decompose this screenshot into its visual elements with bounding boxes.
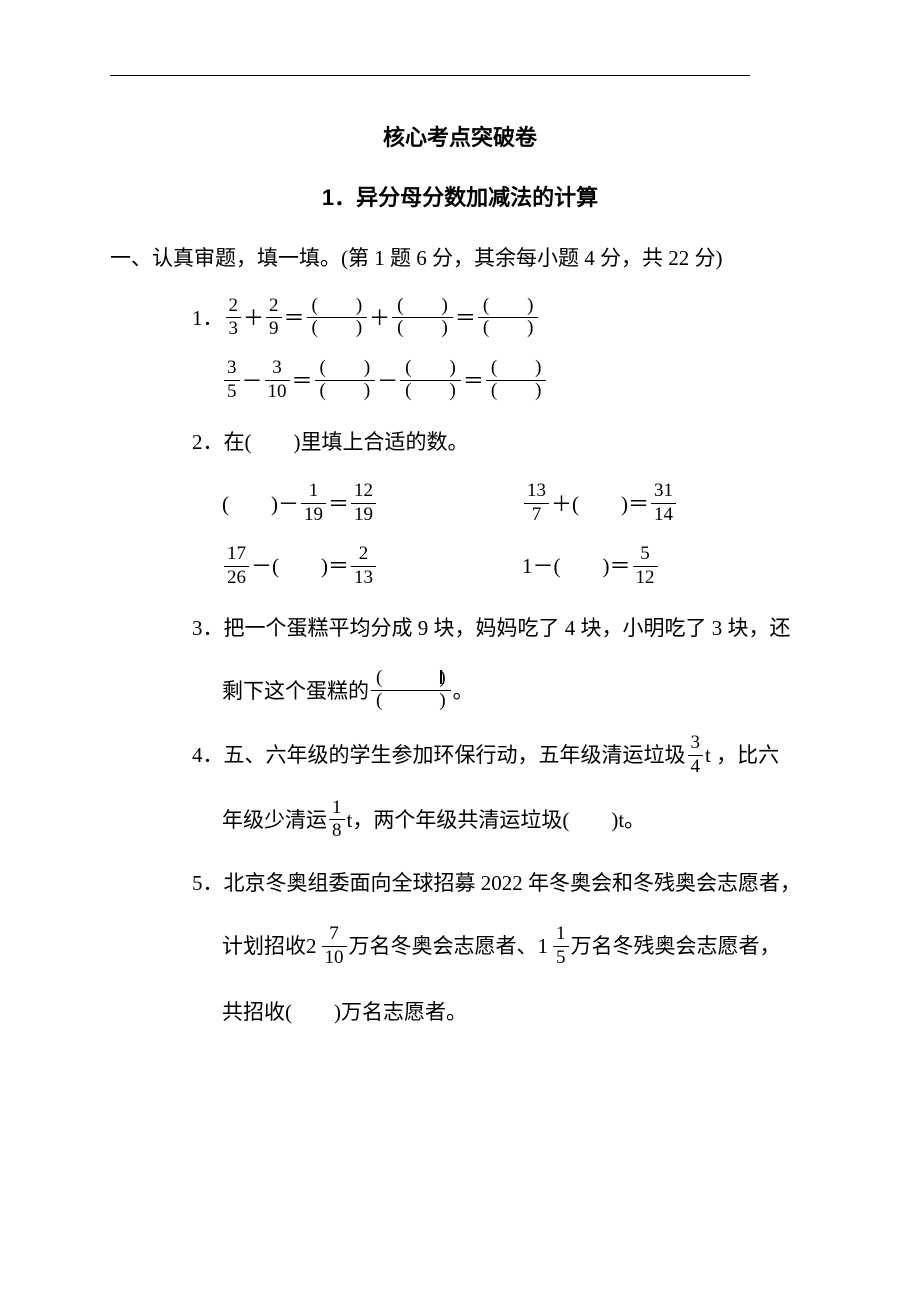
op-eq: ＝ <box>328 545 349 587</box>
fraction: 15 <box>553 924 569 969</box>
q4-text2a: 年级少清运 <box>222 796 327 844</box>
header-rule <box>110 75 750 76</box>
mixed-number: 1 15 <box>538 922 571 970</box>
fraction: 35 <box>224 358 240 403</box>
fraction: 310 <box>265 358 290 403</box>
blank: ( ) <box>572 483 628 525</box>
fraction: 119 <box>301 481 326 526</box>
op-plus: ＋ <box>551 483 572 525</box>
op-eq: ＝ <box>284 297 305 339</box>
q5-text2a: 计划招收 <box>222 922 306 970</box>
question-5-line3: 共招收( )万名志愿者。 <box>110 988 810 1036</box>
fraction: 3114 <box>651 481 676 526</box>
op-eq: ＝ <box>455 297 476 339</box>
q2-text: 在( )里填上合适的数。 <box>224 430 469 454</box>
question-4-line1: 4． 五、六年级的学生参加环保行动，五年级清运垃圾 34 t ，比六 <box>110 733 810 778</box>
op-minus: － <box>242 360 263 402</box>
fraction: 29 <box>266 296 282 341</box>
q4-label: 4． <box>192 734 224 776</box>
q5-text3: 共招收( )万名志愿者。 <box>222 1000 467 1024</box>
question-3-line2: 剩下这个蛋糕的 ( )( ) 。 <box>110 667 810 715</box>
blank: ( ) <box>222 483 278 525</box>
q5-text2c: 万名冬残奥会志愿者， <box>571 922 781 970</box>
op-minus: － <box>251 545 272 587</box>
fraction: 1726 <box>224 544 249 589</box>
blank-fraction: ( )( ) <box>400 358 461 403</box>
op-eq: ＝ <box>610 545 631 587</box>
q2-r1-right: 137 ＋ ( ) ＝ 3114 <box>522 481 678 526</box>
q3-text2b: 。 <box>453 667 474 715</box>
op-eq: ＝ <box>328 483 349 525</box>
op-minus: － <box>533 545 554 587</box>
q5-text1: 北京冬奥组委面向全球招募 2022 年冬奥会和冬残奥会志愿者， <box>224 871 802 895</box>
fraction: 137 <box>524 481 549 526</box>
op-plus: ＋ <box>243 297 264 339</box>
blank-fraction: ( )( ) <box>371 668 451 713</box>
main-title: 核心考点突破卷 <box>110 120 810 152</box>
question-4-line2: 年级少清运 18 t，两个年级共清运垃圾( )t。 <box>110 796 810 844</box>
fraction: 34 <box>688 733 704 778</box>
op-eq: ＝ <box>292 360 313 402</box>
question-1-eq2: 35 － 310 ＝ ( )( ) － ( )( ) ＝ ( )( ) <box>110 358 810 403</box>
q5-label: 5． <box>192 871 224 895</box>
question-2-intro: 2．在( )里填上合适的数。 <box>110 421 810 463</box>
question-5-line1: 5．北京冬奥组委面向全球招募 2022 年冬奥会和冬残奥会志愿者， <box>110 862 810 904</box>
fraction: 18 <box>329 798 345 843</box>
q4-text2b: t，两个年级共清运垃圾( )t。 <box>347 796 646 844</box>
fraction: 710 <box>322 924 347 969</box>
one: 1 <box>522 545 533 587</box>
blank-fraction: ( )( ) <box>392 296 453 341</box>
question-5-line2: 计划招收 2 710 万名冬奥会志愿者、 1 15 万名冬残奥会志愿者， <box>110 922 810 970</box>
blank: ( ) <box>554 545 610 587</box>
q1-label: 1． <box>192 297 224 339</box>
q3-text2a: 剩下这个蛋糕的 <box>222 667 369 715</box>
question-1-eq1: 1． 23 ＋ 29 ＝ ( )( ) ＋ ( )( ) ＝ ( )( ) <box>110 296 810 341</box>
q4-text1b: t ，比六 <box>705 734 779 776</box>
question-3-line1: 3．把一个蛋糕平均分成 9 块，妈妈吃了 4 块，小明吃了 3 块，还 <box>110 607 810 649</box>
fraction: 23 <box>226 296 242 341</box>
blank: ( ) <box>272 545 328 587</box>
fraction: 512 <box>633 544 658 589</box>
q2-label: 2． <box>192 430 224 454</box>
q4-text1a: 五、六年级的学生参加环保行动，五年级清运垃圾 <box>224 734 686 776</box>
q3-label: 3． <box>192 616 224 640</box>
section-heading: 一、认真审题，填一填。(第 1 题 6 分，其余每小题 4 分，共 22 分) <box>110 242 810 276</box>
q2-r2-right: 1 － ( ) ＝ 512 <box>522 544 660 589</box>
blank-fraction: ( )( ) <box>315 358 376 403</box>
op-eq: ＝ <box>463 360 484 402</box>
mixed-number: 2 710 <box>306 922 349 970</box>
q2-r2-left: 1726 － ( ) ＝ 213 <box>222 544 522 589</box>
q5-text2b: 万名冬奥会志愿者、 <box>349 922 538 970</box>
op-minus: － <box>377 360 398 402</box>
op-plus: ＋ <box>369 297 390 339</box>
q2-r1-left: ( ) － 119 ＝ 1219 <box>222 481 522 526</box>
blank-fraction: ( )( ) <box>478 296 539 341</box>
q3-text1: 把一个蛋糕平均分成 9 块，妈妈吃了 4 块，小明吃了 3 块，还 <box>224 616 791 640</box>
question-2-row1: ( ) － 119 ＝ 1219 137 ＋ ( ) ＝ 3114 <box>110 481 810 526</box>
blank-fraction: ( )( ) <box>307 296 368 341</box>
cursor-icon <box>440 670 442 684</box>
sub-title: 1．异分母分数加减法的计算 <box>110 180 810 212</box>
blank-fraction: ( )( ) <box>486 358 547 403</box>
fraction: 1219 <box>351 481 376 526</box>
op-eq: ＝ <box>628 483 649 525</box>
fraction: 213 <box>351 544 376 589</box>
question-2-row2: 1726 － ( ) ＝ 213 1 － ( ) ＝ 512 <box>110 544 810 589</box>
op-minus: － <box>278 483 299 525</box>
